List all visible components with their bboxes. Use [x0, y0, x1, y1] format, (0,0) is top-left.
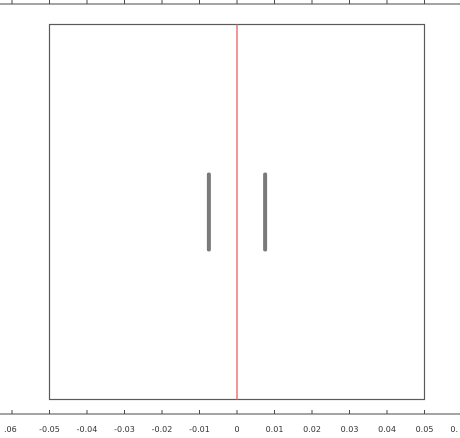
x-tick-label: 0.05 [416, 425, 434, 434]
x-tick-label: -0.02 [152, 425, 173, 434]
x-tick-label: 0.02 [303, 425, 321, 434]
x-tick-label: 0.04 [378, 425, 396, 434]
x-tick-label: 0 [234, 425, 239, 434]
x-tick-label: -0.01 [189, 425, 210, 434]
top-ruler [0, 0, 460, 5]
x-tick-label: 0.03 [341, 425, 359, 434]
x-tick-label: 0. [450, 425, 458, 434]
x-tick-label: -0.05 [39, 425, 60, 434]
x-tick-label: .06 [4, 425, 17, 434]
domain-group[interactable] [48, 23, 426, 401]
x-tick-label: 0.01 [266, 425, 284, 434]
bottom-ruler: .06 -0.05 -0.04 -0.03 -0.02 -0.01 0 0.01 0.02 0.0… [0, 410, 460, 434]
x-tick-label: -0.03 [114, 425, 135, 434]
x-tick-label: -0.04 [77, 425, 98, 434]
